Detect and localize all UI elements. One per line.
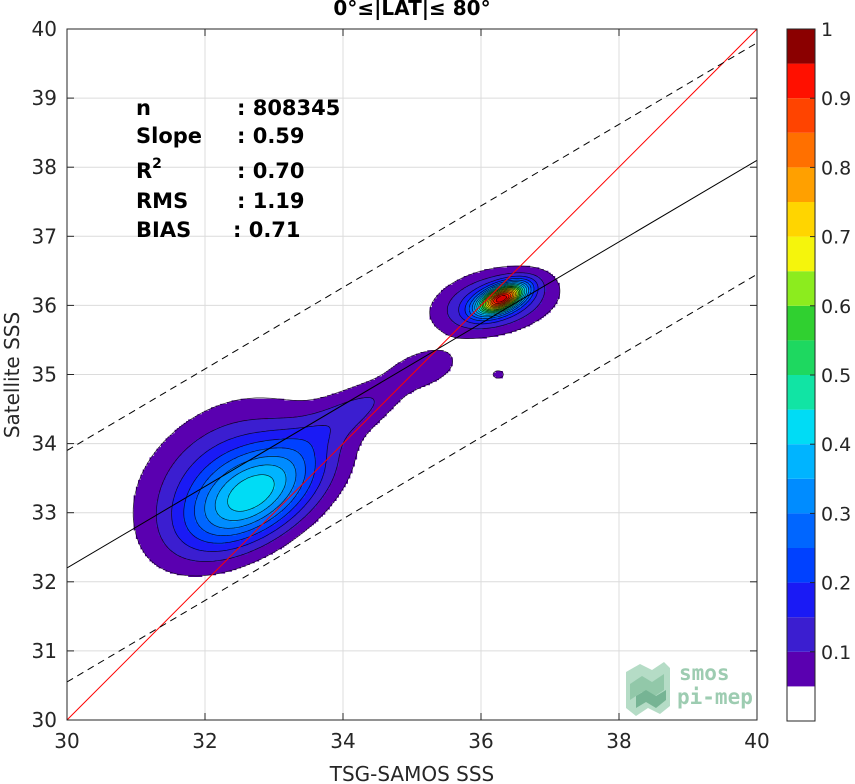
y-tick-label-0: 30 bbox=[32, 708, 57, 732]
colorbar-swatch-8 bbox=[787, 409, 815, 445]
colorbar-swatch-11 bbox=[787, 305, 815, 341]
colorbar-swatch-16 bbox=[787, 132, 815, 168]
stat-n-label: n bbox=[136, 96, 151, 120]
y-tick-label-4: 34 bbox=[32, 432, 57, 456]
axis-ticks: 30 32 34 36 38 40 30 31 32 33 34 35 36 37 38 39 40 bbox=[32, 17, 770, 753]
stat-rms-value: : 1.19 bbox=[237, 189, 305, 213]
y-tick-label-1: 31 bbox=[32, 639, 57, 663]
y-axis-label: Satellite SSS bbox=[0, 312, 24, 438]
colorbar-swatch-17 bbox=[787, 98, 815, 133]
x-tick-label-5: 40 bbox=[744, 729, 769, 753]
colorbar-swatch-10 bbox=[787, 340, 815, 375]
colorbar-swatch-12 bbox=[787, 271, 815, 306]
reference-lines bbox=[67, 29, 757, 720]
colorbar-swatch-7 bbox=[787, 444, 815, 479]
fit-line bbox=[67, 159, 757, 569]
stat-bias-value: : 0.71 bbox=[233, 218, 301, 242]
y-tick-label-8: 38 bbox=[32, 155, 57, 179]
density-band-area-19 bbox=[495, 295, 508, 303]
x-axis-label: TSG-SAMOS SSS bbox=[329, 762, 495, 784]
stat-rms-label: RMS bbox=[136, 189, 188, 213]
y-tick-label-10: 40 bbox=[32, 17, 57, 41]
stat-slope-label: Slope bbox=[136, 124, 202, 148]
colorbar-swatch-13 bbox=[787, 236, 815, 272]
x-tick-label-1: 32 bbox=[192, 729, 217, 753]
y-tick-label-6: 36 bbox=[32, 293, 57, 317]
logo-text-smos: smos bbox=[679, 661, 730, 685]
colorbar-swatch-14 bbox=[787, 202, 815, 237]
contour-line-16 bbox=[489, 291, 513, 307]
contour-line-15 bbox=[488, 290, 515, 308]
x-tick-label-2: 34 bbox=[330, 729, 355, 753]
colorbar-swatch-18 bbox=[787, 63, 815, 99]
stats-box: n : 808345 Slope : 0.59 R2 : 0.70 RMS : … bbox=[136, 96, 340, 242]
upper-bound-line bbox=[67, 42, 757, 451]
colorbar-swatch-9 bbox=[787, 375, 815, 410]
colorbar-swatch-top bbox=[787, 29, 815, 64]
contour-line-19 bbox=[495, 295, 508, 303]
colorbar-swatch-0 bbox=[787, 686, 815, 721]
x-tick-label-4: 38 bbox=[606, 729, 631, 753]
colorbar-swatch-6 bbox=[787, 478, 815, 514]
colorbar-swatch-15 bbox=[787, 167, 815, 202]
colorbar-tick-label-6: 0.7 bbox=[821, 227, 851, 249]
colorbar-tick-label-3: 0.4 bbox=[821, 434, 851, 456]
contour-line-5 bbox=[194, 279, 532, 536]
logo-graphic bbox=[626, 662, 670, 716]
y-tick-label-3: 33 bbox=[32, 501, 57, 525]
contour-line-3 bbox=[171, 275, 539, 552]
y-tick-label-2: 32 bbox=[32, 570, 57, 594]
y-tick-label-5: 35 bbox=[32, 363, 57, 387]
x-tick-label-0: 30 bbox=[54, 729, 79, 753]
colorbar-tick-label-5: 0.6 bbox=[821, 296, 851, 318]
contour-line-8 bbox=[227, 283, 526, 512]
logo-text-pi-mep: pi-mep bbox=[677, 685, 753, 709]
x-tick-label-3: 36 bbox=[468, 729, 493, 753]
stat-r2-base: R bbox=[136, 159, 152, 183]
colorbar-tick-label-9: 1 bbox=[821, 19, 833, 41]
colorbar-tick-label-7: 0.8 bbox=[821, 157, 851, 179]
colorbar-swatch-2 bbox=[787, 617, 815, 652]
contour-lines bbox=[132, 265, 561, 577]
stat-n-value: : 808345 bbox=[237, 96, 340, 120]
lower-bound-line bbox=[67, 273, 757, 683]
colorbar-tick-label-1: 0.2 bbox=[821, 573, 851, 595]
density-band-6 bbox=[204, 281, 531, 529]
colorbar-tick-label-4: 0.5 bbox=[821, 365, 851, 387]
smos-pi-mep-logo: smos pi-mep bbox=[626, 661, 753, 716]
contour-line-10 bbox=[480, 285, 522, 313]
contour-line-4 bbox=[183, 277, 535, 544]
colorbar-tick-label-2: 0.3 bbox=[821, 503, 851, 525]
contour-line-18 bbox=[493, 293, 510, 304]
colorbar: 0.1 0.2 0.3 0.4 0.5 0.6 0.7 0.8 0.9 1 bbox=[786, 19, 851, 722]
chart-title: 0°≤|LAT|≤ 80° bbox=[333, 0, 490, 20]
stat-r2-superscript: 2 bbox=[152, 156, 162, 172]
contour-line-17 bbox=[491, 292, 512, 306]
stat-bias-label: BIAS bbox=[136, 218, 191, 242]
contour-line-7 bbox=[214, 282, 527, 521]
colorbar-swatch-4 bbox=[787, 548, 815, 583]
identity-line bbox=[67, 29, 757, 720]
stat-r2-value: : 0.70 bbox=[237, 159, 305, 183]
colorbar-swatch-1 bbox=[787, 651, 815, 687]
contour-line-14 bbox=[486, 289, 516, 309]
contour-line-1 bbox=[132, 265, 561, 577]
density-band-area-6 bbox=[204, 281, 531, 529]
colorbar-tick-label-0: 0.1 bbox=[821, 642, 851, 664]
colorbar-swatch-5 bbox=[787, 513, 815, 548]
stat-slope-value: : 0.59 bbox=[237, 124, 305, 148]
y-tick-label-7: 37 bbox=[32, 224, 57, 248]
density-contours bbox=[132, 265, 561, 577]
stat-r2-label: R2 bbox=[136, 156, 162, 183]
density-band-19 bbox=[495, 295, 508, 303]
contour-line-11 bbox=[481, 286, 521, 312]
colorbar-tick-label-8: 0.9 bbox=[821, 88, 851, 110]
colorbar-swatch-3 bbox=[787, 582, 815, 618]
y-tick-label-9: 39 bbox=[32, 86, 57, 110]
